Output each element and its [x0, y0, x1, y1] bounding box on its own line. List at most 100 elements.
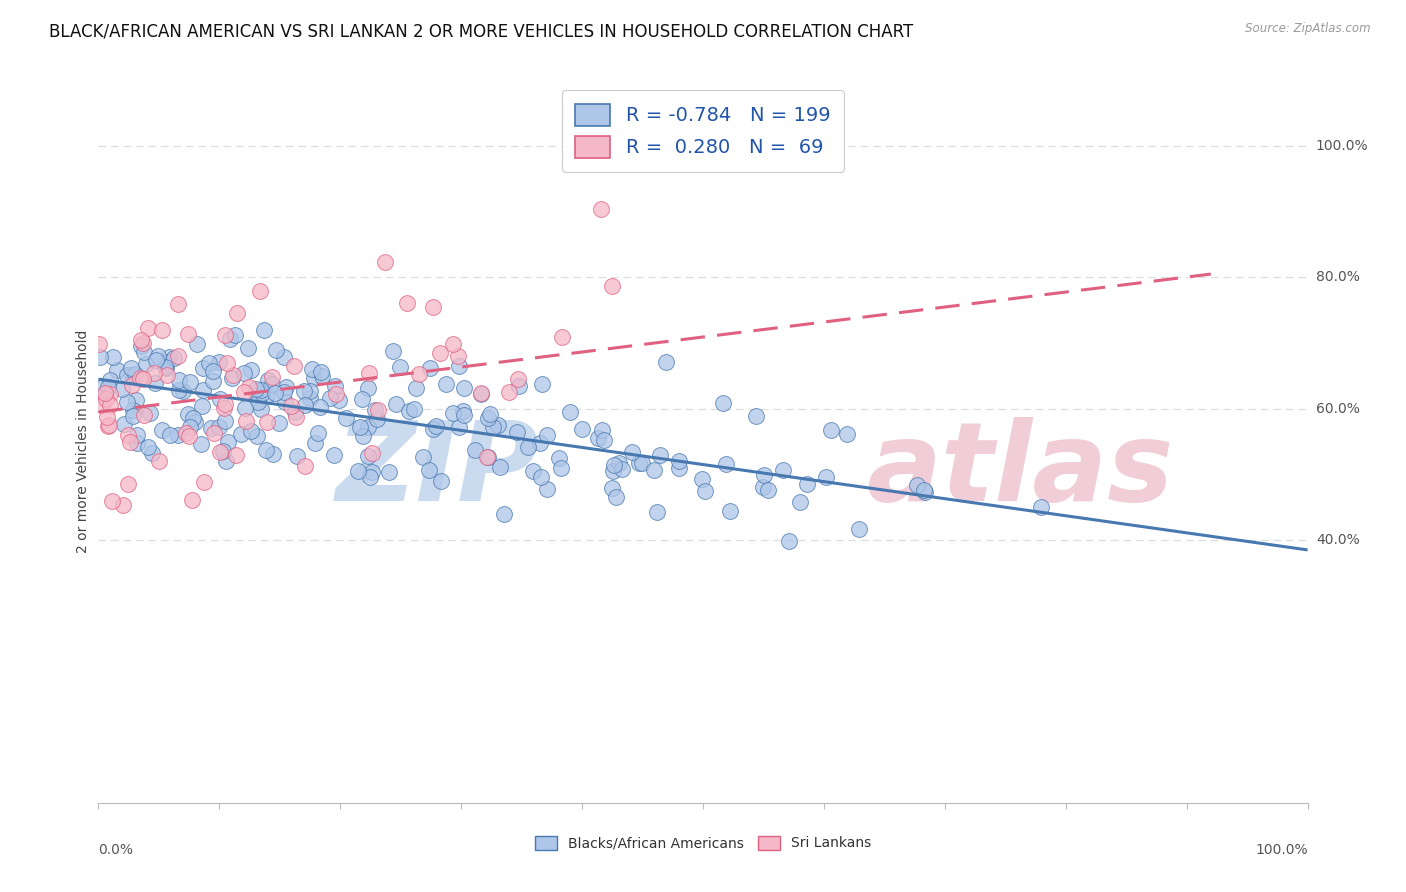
Point	[654, 355, 676, 369]
Text: 100.0%: 100.0%	[1316, 139, 1368, 153]
Point	[284, 409, 307, 424]
Point	[105, 362, 128, 376]
Point	[605, 490, 627, 504]
Point	[233, 384, 256, 399]
Point	[772, 463, 794, 477]
Point	[418, 463, 440, 477]
Point	[447, 419, 470, 434]
Legend: Blacks/African Americans, Sri Lankans: Blacks/African Americans, Sri Lankans	[527, 829, 879, 857]
Point	[139, 406, 162, 420]
Point	[219, 332, 242, 346]
Point	[477, 450, 499, 464]
Point	[711, 395, 734, 409]
Point	[404, 401, 426, 416]
Point	[494, 507, 516, 521]
Point	[304, 371, 326, 385]
Point	[273, 385, 295, 400]
Point	[179, 375, 201, 389]
Point	[434, 377, 457, 392]
Point	[167, 373, 190, 387]
Point	[508, 372, 530, 386]
Point	[610, 462, 633, 476]
Point	[429, 346, 451, 360]
Point	[212, 444, 235, 458]
Point	[429, 474, 451, 488]
Point	[360, 446, 382, 460]
Point	[647, 505, 669, 519]
Point	[150, 423, 173, 437]
Point	[121, 409, 143, 423]
Text: 40.0%: 40.0%	[1316, 533, 1360, 547]
Point	[283, 359, 305, 374]
Point	[789, 495, 811, 509]
Point	[522, 464, 544, 478]
Point	[100, 387, 122, 401]
Point	[132, 408, 155, 422]
Point	[273, 351, 295, 365]
Point	[181, 411, 204, 425]
Point	[186, 337, 208, 351]
Point	[299, 391, 322, 405]
Point	[758, 483, 780, 497]
Point	[307, 426, 329, 441]
Point	[396, 295, 419, 310]
Point	[262, 447, 284, 461]
Point	[208, 392, 231, 406]
Point	[111, 498, 134, 512]
Point	[87, 337, 110, 351]
Point	[135, 357, 157, 371]
Point	[441, 406, 464, 420]
Point	[163, 351, 186, 365]
Point	[548, 451, 571, 466]
Point	[299, 384, 322, 399]
Point	[716, 458, 738, 472]
Point	[143, 366, 166, 380]
Point	[236, 341, 259, 355]
Point	[752, 480, 775, 494]
Point	[643, 463, 665, 477]
Point	[264, 386, 287, 401]
Point	[453, 381, 475, 395]
Point	[94, 386, 117, 401]
Point	[191, 383, 214, 397]
Point	[156, 355, 179, 369]
Point	[778, 533, 800, 548]
Point	[591, 202, 613, 216]
Y-axis label: 2 or more Vehicles in Household: 2 or more Vehicles in Household	[76, 330, 90, 553]
Point	[530, 470, 553, 484]
Point	[451, 404, 474, 418]
Point	[214, 328, 236, 343]
Point	[588, 431, 610, 445]
Text: 60.0%: 60.0%	[1316, 401, 1360, 416]
Point	[274, 394, 297, 409]
Point	[357, 381, 380, 395]
Point	[121, 403, 143, 417]
Point	[267, 416, 290, 430]
Point	[385, 397, 408, 411]
Point	[264, 343, 287, 358]
Point	[249, 383, 271, 397]
Point	[148, 454, 170, 468]
Point	[117, 428, 139, 442]
Point	[294, 398, 316, 412]
Point	[256, 388, 278, 402]
Point	[125, 428, 148, 442]
Point	[366, 411, 388, 425]
Point	[121, 378, 143, 392]
Point	[132, 336, 155, 351]
Point	[357, 419, 380, 434]
Point	[482, 419, 505, 434]
Point	[309, 400, 332, 414]
Point	[250, 402, 273, 417]
Point	[233, 401, 256, 415]
Point	[814, 470, 837, 484]
Point	[470, 387, 492, 401]
Point	[848, 522, 870, 536]
Point	[134, 345, 156, 359]
Point	[193, 475, 215, 490]
Point	[364, 403, 387, 417]
Point	[179, 429, 201, 443]
Point	[359, 469, 381, 483]
Point	[129, 338, 152, 352]
Point	[250, 385, 273, 400]
